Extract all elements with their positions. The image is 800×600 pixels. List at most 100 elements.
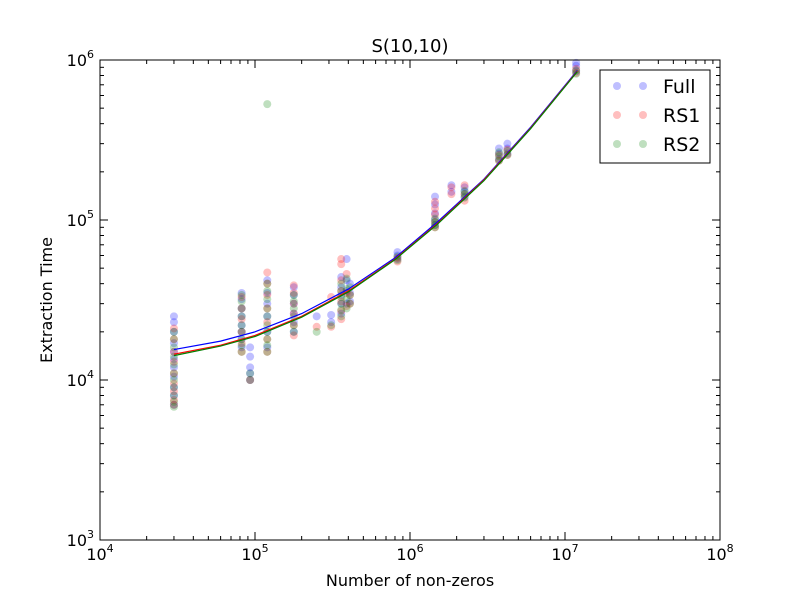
data-point-rs1-9 [237, 347, 246, 356]
data-point-full-30 [289, 327, 298, 336]
data-point-rs1-27 [289, 288, 298, 297]
data-point-full-66 [494, 144, 503, 153]
data-point-rs1-14 [237, 293, 246, 302]
data-point-full-36 [312, 312, 321, 321]
data-point-full-39 [337, 309, 346, 318]
data-point-rs1-4 [169, 369, 178, 378]
data-point-full-29 [263, 276, 272, 285]
data-point-rs1-26 [289, 299, 298, 308]
data-point-rs1-36 [337, 276, 346, 285]
data-point-full-40 [337, 299, 346, 308]
data-point-full-14 [237, 321, 246, 330]
data-point-rs1-20 [263, 290, 272, 299]
data-point-rs2-36 [289, 304, 298, 313]
legend: Full RS1 RS2 [599, 69, 711, 164]
data-point-full-59 [447, 187, 456, 196]
data-point-rs2-17 [237, 304, 246, 313]
data-point-full-57 [431, 200, 440, 209]
data-point-rs1-12 [237, 315, 246, 324]
data-point-rs2-21 [246, 369, 255, 378]
data-point-rs2-64 [494, 152, 503, 161]
legend-marker-rs1-b [639, 111, 647, 119]
data-point-rs2-37 [289, 297, 298, 306]
data-point-rs2-11 [237, 347, 246, 356]
data-point-rs2-0 [169, 402, 178, 411]
data-point-full-58 [431, 192, 440, 201]
data-point-rs2-4 [169, 376, 178, 384]
data-point-rs2-33 [289, 327, 298, 336]
data-point-full-21 [246, 363, 255, 372]
data-point-rs1-7 [169, 335, 178, 344]
data-point-rs2-30 [263, 286, 272, 295]
data-point-rs1-49 [431, 204, 440, 213]
data-point-full-24 [263, 343, 272, 352]
data-point-rs1-37 [337, 260, 346, 269]
data-point-full-19 [246, 376, 255, 384]
fit-line-rs2 [173, 71, 578, 357]
legend-label-full: Full [663, 76, 696, 98]
legend-marker-rs2-a [613, 140, 621, 148]
data-point-rs1-28 [289, 281, 298, 290]
data-point-rs2-46 [337, 279, 346, 288]
data-point-full-62 [460, 187, 469, 196]
legend-marker-rs2-b [639, 140, 647, 148]
data-point-full-27 [263, 299, 272, 308]
data-point-rs1-42 [345, 299, 354, 308]
data-point-rs1-18 [263, 318, 272, 327]
data-point-rs2-34 [289, 321, 298, 330]
data-point-rs2-14 [237, 327, 246, 336]
legend-marker-rs1-a [613, 111, 621, 119]
data-point-rs2-22 [263, 347, 272, 356]
data-point-rs2-2 [169, 391, 178, 400]
data-point-rs2-29 [263, 295, 272, 304]
data-point-full-42 [337, 283, 346, 292]
data-point-full-56 [431, 209, 440, 218]
data-point-rs2-28 [263, 304, 272, 313]
data-point-rs2-27 [263, 312, 272, 321]
data-point-rs1-5 [169, 357, 178, 366]
data-point-rs2-38 [289, 290, 298, 299]
data-point-full-1 [169, 391, 178, 400]
data-point-rs1-8 [169, 324, 178, 333]
data-point-rs2-23 [263, 341, 272, 350]
data-point-rs1-16 [263, 347, 272, 356]
data-point-rs2-5 [169, 369, 178, 378]
data-point-full-50 [345, 279, 354, 288]
data-point-rs1-29 [312, 322, 321, 331]
data-point-rs1-3 [169, 379, 178, 388]
data-point-rs2-18 [237, 297, 246, 306]
data-point-rs2-62 [460, 186, 469, 195]
data-point-rs1-32 [337, 315, 346, 324]
data-point-rs2-3 [169, 383, 178, 392]
data-point-rs1-21 [263, 279, 272, 288]
data-point-full-44 [342, 299, 351, 308]
legend-marker-full-a [613, 82, 621, 90]
data-point-full-33 [289, 299, 298, 308]
data-point-rs2-52 [345, 290, 354, 299]
data-point-rs1-0 [169, 400, 178, 409]
y-axis-label: Extraction Time [37, 237, 56, 363]
data-point-rs2-50 [342, 274, 351, 283]
legend-label-rs1: RS1 [663, 105, 700, 127]
data-point-full-22 [246, 352, 255, 361]
data-point-full-7 [169, 339, 178, 348]
data-point-rs2-65 [494, 148, 503, 157]
data-point-rs1-23 [289, 331, 298, 340]
data-point-full-37 [327, 318, 336, 327]
data-point-rs2-16 [237, 312, 246, 321]
data-point-rs2-1 [169, 397, 178, 406]
data-point-full-69 [503, 139, 512, 148]
chart-title: S(10,10) [371, 36, 448, 57]
data-point-rs1-13 [237, 304, 246, 313]
data-point-full-46 [342, 276, 351, 285]
data-point-rs1-61 [572, 64, 581, 73]
data-point-rs2-59 [431, 214, 440, 223]
data-point-full-2 [169, 383, 178, 392]
data-point-rs2-8 [169, 343, 178, 352]
data-point-rs2-47 [342, 304, 351, 313]
data-point-rs1-19 [263, 304, 272, 313]
data-point-rs2-48 [342, 295, 351, 304]
data-point-full-47 [342, 255, 351, 264]
data-point-rs1-11 [237, 327, 246, 336]
data-point-full-16 [237, 304, 246, 313]
